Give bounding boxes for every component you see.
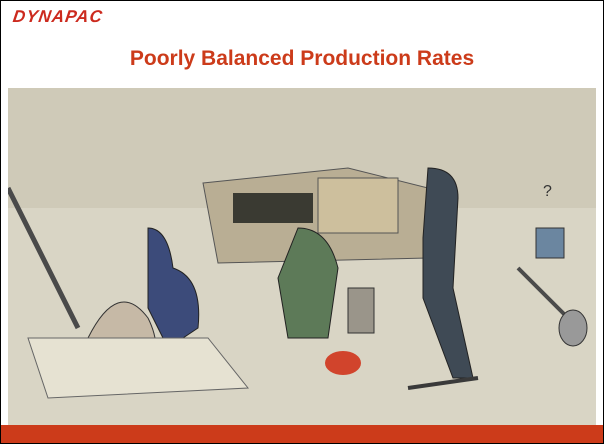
hard-hat (325, 351, 361, 375)
slide-title: Poorly Balanced Production Rates (1, 47, 603, 71)
barrel (348, 288, 374, 333)
slide: DYNAPAC Poorly Balanced Production Rates… (0, 0, 604, 444)
footer-bar (1, 425, 603, 443)
shovel-blade (559, 310, 587, 346)
logo: DYNAPAC (12, 7, 105, 27)
illustration: ? (8, 88, 596, 425)
worker (536, 228, 564, 258)
asphalt (233, 193, 313, 223)
mat (28, 338, 248, 398)
machine-panel (318, 178, 398, 233)
question-mark: ? (543, 183, 552, 200)
